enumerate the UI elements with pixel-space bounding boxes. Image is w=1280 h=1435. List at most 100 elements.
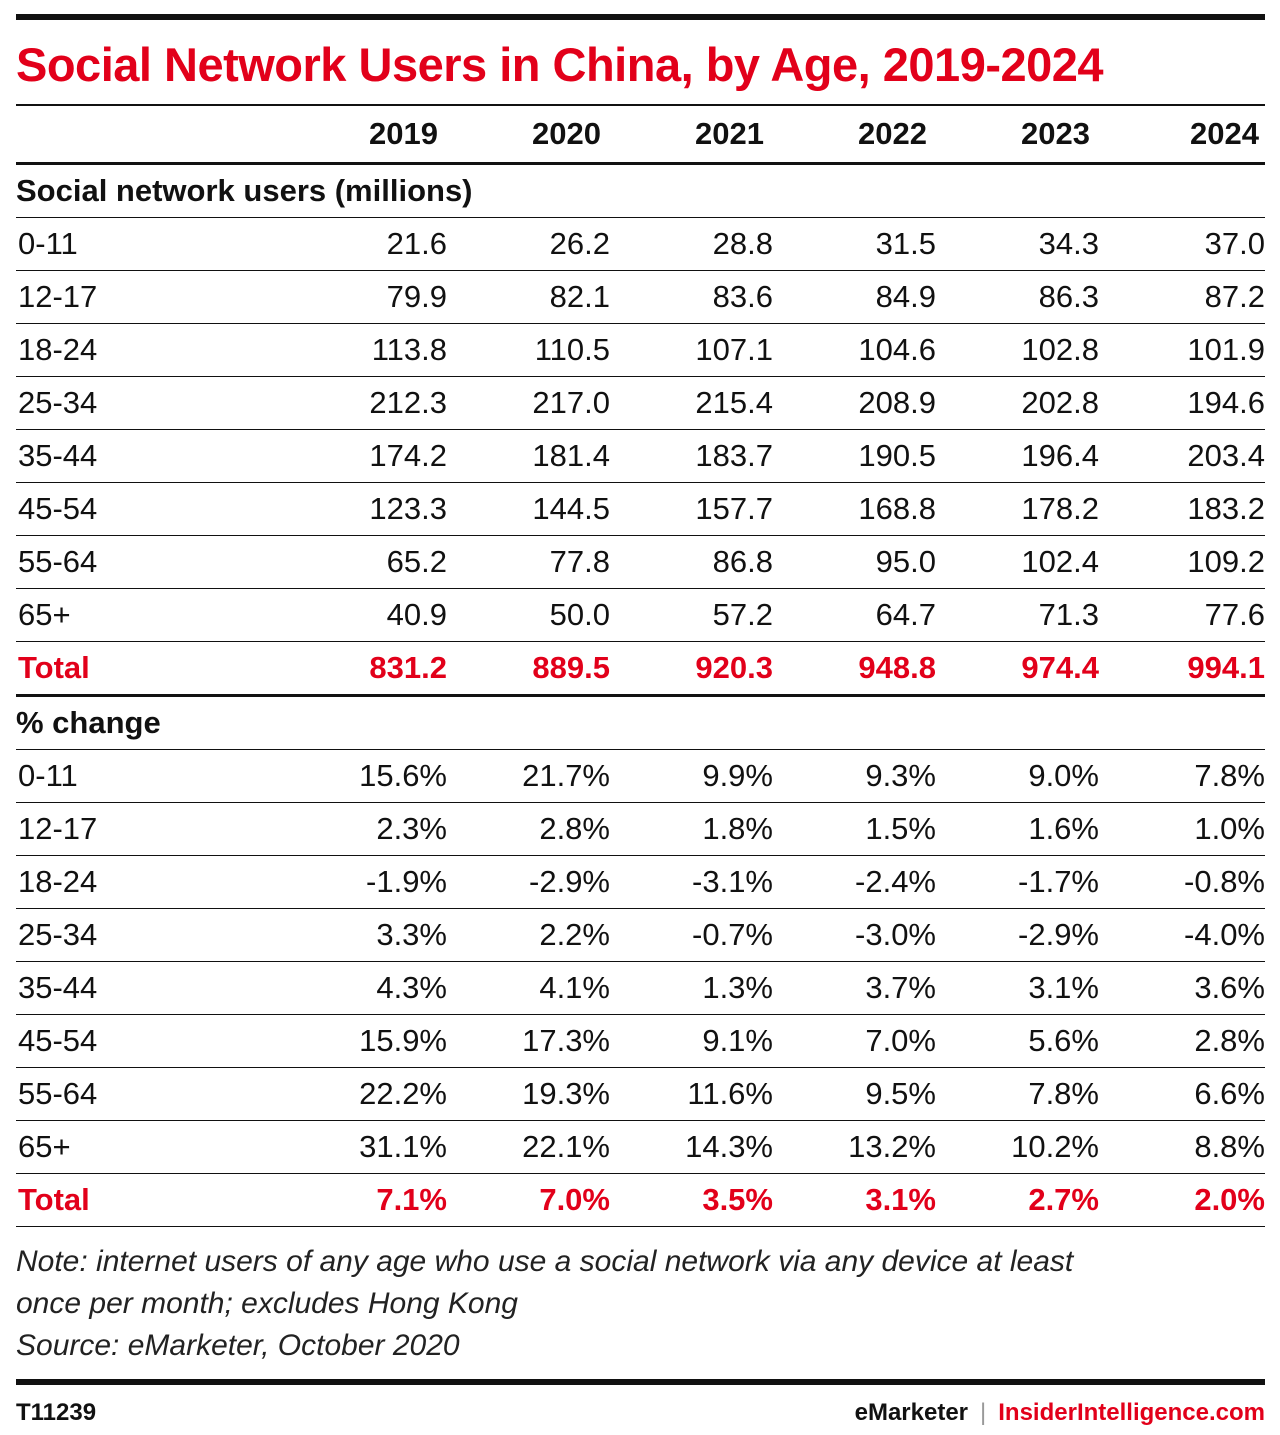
table-cell: 889.5 [447, 641, 610, 697]
title-rule [16, 104, 1265, 106]
footer-brands: eMarketer | InsiderIntelligence.com [855, 1399, 1265, 1427]
table-row: 35-44 4.3% 4.1% 1.3% 3.7% 3.1% 3.6% [16, 961, 1265, 1015]
note-line-1: Note: internet users of any age who use … [16, 1245, 1074, 1278]
col-header-2020: 2020 [447, 106, 610, 165]
table-cell: 71.3 [936, 588, 1099, 642]
table-cell: 9.0% [936, 749, 1099, 803]
table-cell: 86.3 [936, 270, 1099, 324]
row-label: 55-64 [16, 535, 284, 589]
table-cell: 2.8% [447, 802, 610, 856]
table-cell: 37.0 [1099, 217, 1265, 271]
table-cell: 11.6% [610, 1067, 773, 1121]
table-cell: 4.1% [447, 961, 610, 1015]
col-header-2023: 2023 [936, 106, 1099, 165]
table-cell: 15.6% [284, 749, 447, 803]
table-cell: 217.0 [447, 376, 610, 430]
table-cell: 4.3% [284, 961, 447, 1015]
table-cell: 190.5 [773, 429, 936, 483]
col-header-2024: 2024 [1099, 106, 1265, 165]
total-row: Total 7.1% 7.0% 3.5% 3.1% 2.7% 2.0% [16, 1173, 1265, 1227]
table-cell: 77.6 [1099, 588, 1265, 642]
table-cell: 831.2 [284, 641, 447, 697]
table-cell: 7.0% [447, 1173, 610, 1227]
table-cell: 22.1% [447, 1120, 610, 1174]
table-row: 0-11 15.6% 21.7% 9.9% 9.3% 9.0% 7.8% [16, 749, 1265, 803]
top-rule [16, 14, 1265, 20]
table-cell: 50.0 [447, 588, 610, 642]
table-cell: 1.8% [610, 802, 773, 856]
section-header-row: Social network users (millions) [16, 163, 1265, 218]
row-label: 35-44 [16, 961, 284, 1015]
table-cell: 181.4 [447, 429, 610, 483]
section-header-row: % change [16, 695, 1265, 750]
table-row: 65+ 31.1% 22.1% 14.3% 13.2% 10.2% 8.8% [16, 1120, 1265, 1174]
table-cell: 19.3% [447, 1067, 610, 1121]
row-label: 65+ [16, 1120, 284, 1174]
table-cell: 3.7% [773, 961, 936, 1015]
header-blank [16, 106, 284, 165]
bottom-rule [16, 1379, 1265, 1385]
table-cell: 10.2% [936, 1120, 1099, 1174]
table-cell: 31.5 [773, 217, 936, 271]
table-cell: 2.8% [1099, 1014, 1265, 1068]
col-header-2021: 2021 [610, 106, 773, 165]
table-row: 18-24 -1.9% -2.9% -3.1% -2.4% -1.7% -0.8% [16, 855, 1265, 909]
table-cell: 7.0% [773, 1014, 936, 1068]
table-cell: 215.4 [610, 376, 773, 430]
table-cell: 9.5% [773, 1067, 936, 1121]
table-row: 12-17 79.9 82.1 83.6 84.9 86.3 87.2 [16, 270, 1265, 324]
row-label: 0-11 [16, 749, 284, 803]
table-cell: -0.8% [1099, 855, 1265, 909]
chart-container: Social Network Users in China, by Age, 2… [16, 14, 1265, 1435]
section-title: Social network users (millions) [16, 163, 1265, 218]
row-label: 45-54 [16, 482, 284, 536]
col-header-2022: 2022 [773, 106, 936, 165]
table-cell: -2.4% [773, 855, 936, 909]
table-cell: 202.8 [936, 376, 1099, 430]
table-cell: 86.8 [610, 535, 773, 589]
table-cell: 34.3 [936, 217, 1099, 271]
table-row: 12-17 2.3% 2.8% 1.8% 1.5% 1.6% 1.0% [16, 802, 1265, 856]
table-cell: 2.3% [284, 802, 447, 856]
table-cell: 7.8% [1099, 749, 1265, 803]
table-cell: 110.5 [447, 323, 610, 377]
row-label: 18-24 [16, 323, 284, 377]
table-cell: 2.2% [447, 908, 610, 962]
table-cell: 920.3 [610, 641, 773, 697]
table-cell: 194.6 [1099, 376, 1265, 430]
table-cell: 7.1% [284, 1173, 447, 1227]
table-row: 65+ 40.9 50.0 57.2 64.7 71.3 77.6 [16, 588, 1265, 642]
table-cell: 14.3% [610, 1120, 773, 1174]
table-row: 35-44 174.2 181.4 183.7 190.5 196.4 203.4 [16, 429, 1265, 483]
table-cell: -1.7% [936, 855, 1099, 909]
table-cell: 948.8 [773, 641, 936, 697]
table-cell: -2.9% [936, 908, 1099, 962]
table-cell: 77.8 [447, 535, 610, 589]
table-cell: 9.3% [773, 749, 936, 803]
table-cell: 2.0% [1099, 1173, 1265, 1227]
table-cell: 107.1 [610, 323, 773, 377]
table-cell: 22.2% [284, 1067, 447, 1121]
table-cell: 5.6% [936, 1014, 1099, 1068]
row-label: 65+ [16, 588, 284, 642]
table-cell: 57.2 [610, 588, 773, 642]
table-cell: 28.8 [610, 217, 773, 271]
table-cell: -0.7% [610, 908, 773, 962]
table-cell: 3.6% [1099, 961, 1265, 1015]
table-cell: 113.8 [284, 323, 447, 377]
table-cell: -3.0% [773, 908, 936, 962]
table-cell: 101.9 [1099, 323, 1265, 377]
table-cell: 83.6 [610, 270, 773, 324]
table-cell: 168.8 [773, 482, 936, 536]
table-row: 45-54 123.3 144.5 157.7 168.8 178.2 183.2 [16, 482, 1265, 536]
table-cell: 109.2 [1099, 535, 1265, 589]
row-label: 55-64 [16, 1067, 284, 1121]
table-cell: -1.9% [284, 855, 447, 909]
table-cell: 9.1% [610, 1014, 773, 1068]
table-row: 45-54 15.9% 17.3% 9.1% 7.0% 5.6% 2.8% [16, 1014, 1265, 1068]
table-cell: 3.3% [284, 908, 447, 962]
table-cell: 1.0% [1099, 802, 1265, 856]
table-row: 0-11 21.6 26.2 28.8 31.5 34.3 37.0 [16, 217, 1265, 271]
table-cell: 40.9 [284, 588, 447, 642]
table-cell: 65.2 [284, 535, 447, 589]
